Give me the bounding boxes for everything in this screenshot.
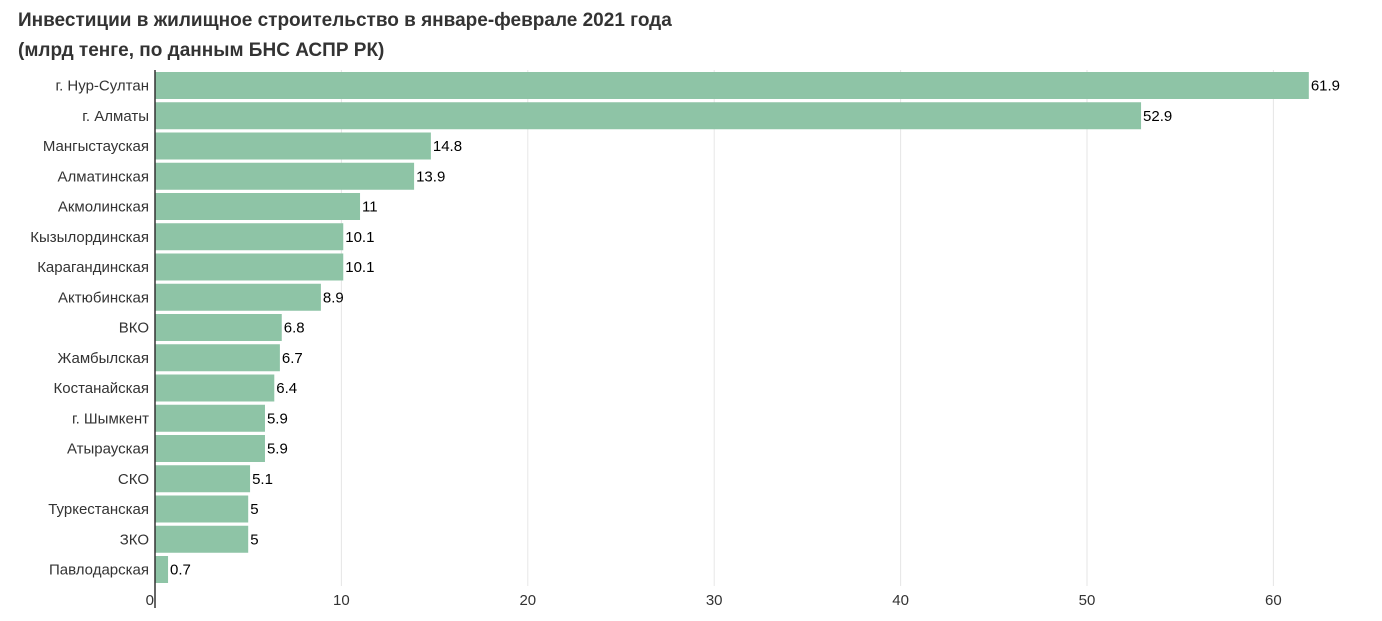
value-label: 11 — [362, 199, 378, 216]
value-label: 61.9 — [1311, 78, 1340, 95]
value-label: 6.8 — [284, 320, 305, 337]
bar — [155, 344, 280, 372]
chart-subtitle: (млрд тенге, по данным БНС АСПР РК) — [18, 40, 385, 61]
category-label: ЗКО — [120, 531, 149, 548]
category-label: Павлодарская — [49, 562, 149, 579]
category-label: Алматинская — [58, 168, 149, 185]
value-label: 5.1 — [252, 471, 273, 488]
value-label: 14.8 — [433, 138, 462, 155]
x-tick-label: 20 — [519, 592, 536, 609]
value-label: 5 — [250, 531, 258, 548]
value-label: 10.1 — [345, 259, 374, 276]
bar — [155, 193, 361, 220]
x-tick-label: 50 — [1079, 592, 1096, 609]
bar — [155, 72, 1309, 99]
category-label: Карагандинская — [37, 259, 149, 276]
category-label: Актюбинская — [58, 289, 149, 306]
value-label: 6.4 — [276, 380, 297, 397]
category-label: г. Алматы — [82, 108, 149, 125]
bar — [155, 223, 344, 251]
category-label: Туркестанская — [48, 501, 149, 518]
bar — [155, 102, 1142, 130]
bar — [155, 404, 265, 432]
bar — [155, 253, 344, 281]
value-label: 6.7 — [282, 350, 303, 367]
chart-title-line: Инвестиции в жилищное строительство в ян… — [18, 10, 672, 31]
bar — [155, 465, 251, 493]
category-label: Акмолинская — [58, 199, 149, 216]
bar — [155, 283, 321, 311]
category-label: Кызылординская — [30, 229, 149, 246]
bar — [155, 525, 249, 553]
x-tick-label: 40 — [892, 592, 909, 609]
x-tick-label: 30 — [706, 592, 723, 609]
value-label: 5.9 — [267, 410, 288, 427]
value-label: 0.7 — [170, 562, 191, 579]
bar — [155, 162, 415, 190]
x-tick-label: 60 — [1265, 592, 1282, 609]
value-label: 13.9 — [416, 168, 445, 185]
category-label: Жамбылская — [58, 350, 150, 367]
bar — [155, 495, 249, 523]
value-label: 52.9 — [1143, 108, 1172, 125]
value-label: 5.9 — [267, 441, 288, 458]
category-label: СКО — [118, 471, 149, 488]
bar — [155, 132, 431, 160]
bar — [155, 556, 169, 583]
value-label: 5 — [250, 501, 258, 518]
chart-title: Инвестиции в жилищное строительство в ян… — [18, 6, 672, 66]
x-tick-label: 0 — [146, 592, 154, 609]
category-label: г. Нур-Султан — [55, 78, 149, 95]
bar — [155, 374, 275, 402]
category-label: Костанайская — [54, 380, 150, 397]
bar — [155, 314, 282, 341]
value-label: 8.9 — [323, 289, 344, 306]
x-tick-label: 10 — [333, 592, 350, 609]
bar — [155, 435, 265, 462]
category-label: г. Шымкент — [72, 410, 149, 427]
category-label: Мангыстауская — [43, 138, 149, 155]
value-label: 10.1 — [345, 229, 374, 246]
category-label: Атырауская — [67, 441, 149, 458]
category-label: ВКО — [119, 320, 149, 337]
